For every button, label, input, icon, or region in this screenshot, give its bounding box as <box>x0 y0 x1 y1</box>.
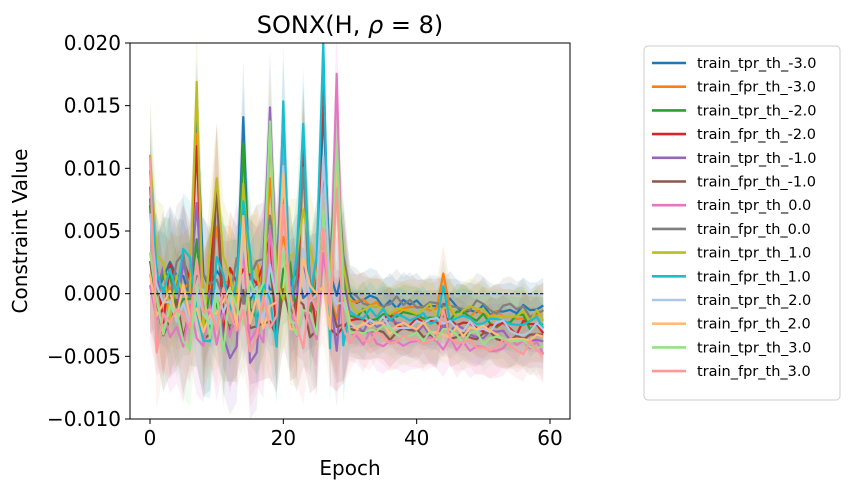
y-tick-label: 0.015 <box>64 94 121 118</box>
series-line <box>148 43 545 350</box>
series-line <box>148 157 544 356</box>
confidence-bands <box>150 43 544 419</box>
y-tick-label: 0.010 <box>64 156 121 180</box>
legend-label: train_tpr_th_0.0 <box>697 198 811 214</box>
legend-label: train_tpr_th_2.0 <box>697 293 811 309</box>
y-tick-label: 0.000 <box>64 282 121 306</box>
legend-label: train_fpr_th_-1.0 <box>697 175 816 191</box>
legend-label: train_tpr_th_-3.0 <box>697 56 817 72</box>
y-axis: −0.010 −0.005 0.000 0.005 0.010 0.015 0.020 <box>47 31 130 431</box>
x-tick-label: 40 <box>404 426 429 450</box>
legend-label: train_tpr_th_1.0 <box>697 246 811 262</box>
legend-label: train_tpr_th_3.0 <box>697 340 811 356</box>
legend-label: train_fpr_th_0.0 <box>697 222 811 238</box>
legend-label: train_fpr_th_-2.0 <box>697 127 816 143</box>
x-axis: 0 20 40 60 <box>144 419 563 450</box>
x-axis-label: Epoch <box>319 456 380 480</box>
y-tick-label: −0.010 <box>47 407 121 431</box>
legend-label: train_fpr_th_1.0 <box>697 269 811 285</box>
y-tick-label: 0.005 <box>64 219 121 243</box>
series-line <box>148 120 544 353</box>
legend-label: train_tpr_th_-2.0 <box>697 103 817 119</box>
y-tick-label: −0.005 <box>47 344 121 368</box>
chart-title: SONX(H, ρ = 8) <box>257 11 443 39</box>
y-axis-label: Constraint Value <box>8 149 32 314</box>
legend: train_tpr_th_-3.0 train_fpr_th_-3.0 train_… <box>643 45 841 401</box>
series-line <box>148 80 545 336</box>
legend-label: train_fpr_th_3.0 <box>697 364 811 380</box>
legend-label: train_tpr_th_-1.0 <box>697 151 817 167</box>
series-lines <box>148 43 545 364</box>
x-tick-label: 0 <box>144 426 157 450</box>
x-tick-label: 60 <box>537 426 562 450</box>
x-tick-label: 20 <box>271 426 296 450</box>
y-tick-label: 0.020 <box>64 31 121 55</box>
legend-frame <box>643 45 841 401</box>
legend-label: train_fpr_th_-3.0 <box>697 80 816 96</box>
legend-label: train_fpr_th_2.0 <box>697 317 811 333</box>
